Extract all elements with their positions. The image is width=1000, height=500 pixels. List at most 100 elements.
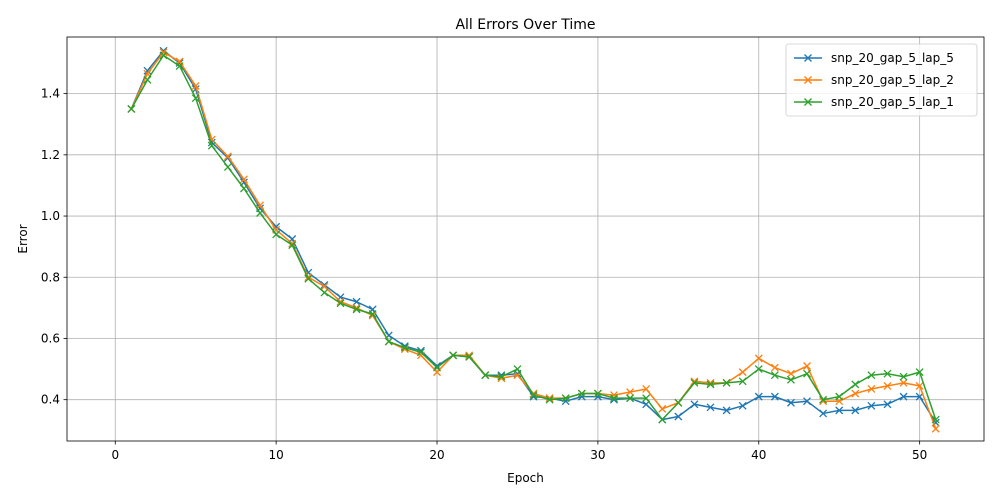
data-point	[545, 394, 554, 403]
data-point	[722, 406, 731, 415]
data-point	[320, 282, 329, 291]
data-point	[336, 299, 345, 308]
data-point	[465, 351, 474, 360]
legend-label: snp_20_gap_5_lap_1	[831, 95, 954, 109]
data-point	[851, 389, 860, 398]
data-point	[658, 415, 667, 424]
data-point	[899, 392, 908, 401]
data-point	[223, 163, 232, 172]
legend-label: snp_20_gap_5_lap_5	[831, 51, 954, 65]
data-point	[368, 310, 377, 318]
data-point	[240, 184, 248, 193]
y-tick-label: 1.2	[41, 148, 60, 162]
data-point	[851, 380, 860, 389]
data-point	[545, 395, 554, 404]
data-point	[143, 66, 152, 75]
y-axis-label: Error	[16, 224, 30, 253]
y-tick-label: 0.6	[41, 331, 60, 345]
legend-entry: snp_20_gap_5_lap_2	[794, 73, 954, 87]
data-point	[754, 354, 763, 363]
data-point	[513, 365, 522, 374]
legend-label: snp_20_gap_5_lap_2	[831, 73, 954, 87]
data-point	[803, 362, 811, 370]
y-tick-label: 0.4	[41, 393, 60, 407]
data-point	[883, 381, 892, 390]
data-point	[191, 82, 200, 90]
data-point	[465, 352, 474, 361]
data-point	[819, 409, 828, 418]
data-point	[674, 412, 683, 421]
data-point	[433, 362, 441, 370]
chart-title: All Errors Over Time	[455, 17, 595, 33]
data-point	[722, 378, 731, 387]
data-point	[738, 377, 747, 386]
legend: snp_20_gap_5_lap_5 snp_20_gap_5_lap_2 snp_…	[785, 43, 978, 117]
data-point	[738, 401, 747, 410]
data-point	[175, 62, 184, 71]
x-tick-label: 0	[111, 448, 119, 462]
data-point	[642, 394, 651, 403]
data-point	[352, 305, 361, 314]
data-point	[899, 372, 908, 381]
data-point	[915, 381, 924, 390]
data-point	[770, 371, 779, 380]
x-tick-label: 40	[751, 448, 766, 462]
y-tick-label: 0.8	[41, 270, 60, 284]
data-point	[803, 369, 811, 378]
data-point	[400, 343, 409, 352]
legend-entry: snp_20_gap_5_lap_1	[794, 95, 954, 109]
data-point	[481, 371, 490, 380]
data-point	[867, 401, 876, 410]
data-point	[143, 75, 152, 84]
data-point	[416, 351, 425, 360]
legend-marker	[804, 98, 812, 106]
data-point	[931, 415, 940, 424]
data-point	[690, 400, 699, 409]
data-point	[288, 241, 297, 250]
data-point	[610, 394, 618, 403]
data-point	[642, 385, 651, 393]
data-point	[159, 48, 168, 57]
data-point	[835, 392, 844, 401]
legend-entry: snp_20_gap_5_lap_5	[794, 51, 954, 65]
data-point	[288, 239, 297, 248]
data-point	[706, 380, 715, 389]
data-point	[915, 368, 924, 377]
data-point	[738, 368, 747, 377]
data-point	[819, 395, 828, 404]
y-axis: 0.4 0.6 0.8 1.0 1.2 1.4	[41, 87, 67, 407]
data-point	[867, 385, 876, 393]
x-tick-label: 30	[590, 448, 605, 462]
data-point	[320, 288, 329, 297]
data-point	[127, 104, 136, 113]
data-point	[754, 392, 763, 401]
data-point	[384, 337, 393, 346]
data-point	[867, 371, 876, 380]
data-point	[803, 397, 811, 406]
data-point	[931, 424, 940, 433]
x-axis-label: Epoch	[507, 471, 544, 485]
y-tick-label: 1.4	[41, 87, 60, 101]
data-point	[497, 372, 506, 381]
data-point	[899, 378, 908, 387]
data-point	[786, 375, 795, 384]
x-tick-label: 50	[912, 448, 927, 462]
legend-box	[785, 43, 978, 117]
plot-frame	[66, 36, 985, 442]
y-tick-label: 1.0	[41, 209, 60, 223]
data-point	[706, 378, 715, 387]
data-point	[754, 365, 763, 374]
data-point	[835, 406, 844, 415]
data-point	[159, 51, 168, 60]
data-point	[706, 403, 715, 412]
data-point	[786, 369, 795, 378]
data-point	[352, 297, 361, 306]
data-point	[223, 152, 232, 161]
data-point	[577, 389, 586, 398]
data-point	[416, 348, 425, 357]
data-point	[883, 400, 892, 409]
data-point	[449, 351, 458, 360]
x-axis: 0 10 20 30 40 50	[111, 441, 927, 462]
data-point	[593, 389, 602, 398]
